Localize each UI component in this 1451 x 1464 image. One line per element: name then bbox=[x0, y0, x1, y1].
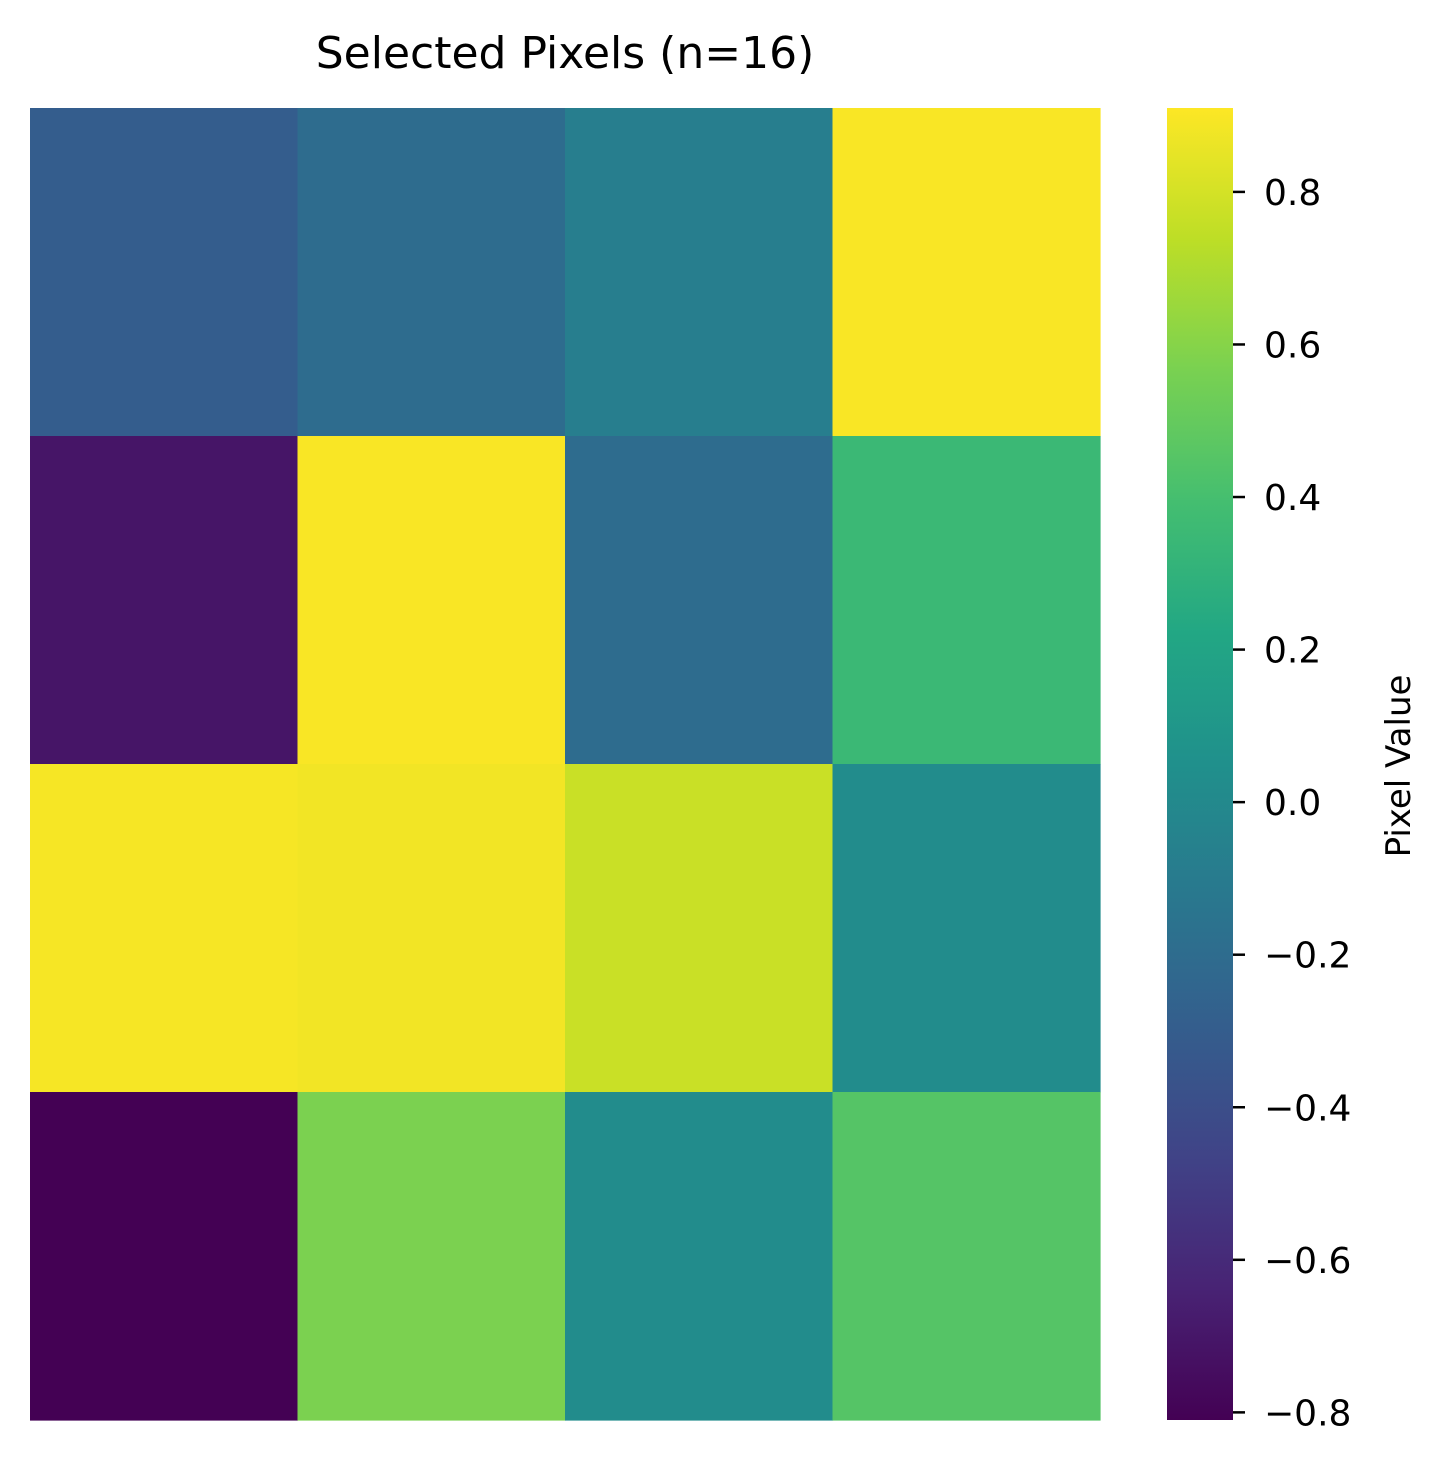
colorbar-tick-label: −0.6 bbox=[1264, 1241, 1351, 1282]
heatmap-cells bbox=[30, 108, 1101, 1421]
colorbar-tick-label: 0.4 bbox=[1264, 478, 1321, 519]
colorbar-tick-label: −0.4 bbox=[1264, 1088, 1351, 1129]
heatmap-cell-r3-c1 bbox=[297, 1092, 566, 1421]
colorbar-ticks: 0.8 0.6 0.4 0.2 0.0 −0.2 −0.4 −0.6 −0.8 bbox=[1233, 173, 1351, 1434]
colorbar-tick-label: −0.2 bbox=[1264, 936, 1351, 977]
colorbar-label: Pixel Value bbox=[1379, 675, 1419, 858]
heatmap-cell-r0-c3 bbox=[832, 108, 1101, 437]
colorbar-tick-label: 0.6 bbox=[1264, 325, 1321, 366]
heatmap-cell-r0-c0 bbox=[30, 108, 299, 437]
colorbar-tick-label: 0.2 bbox=[1264, 631, 1321, 672]
colorbar bbox=[1167, 108, 1233, 1420]
heatmap-cell-r1-c0 bbox=[30, 436, 299, 765]
colorbar-tick-label: 0.0 bbox=[1264, 783, 1321, 824]
heatmap-cell-r1-c1 bbox=[297, 436, 566, 765]
chart-title: Selected Pixels (n=16) bbox=[316, 28, 814, 79]
heatmap-cell-r0-c1 bbox=[297, 108, 566, 437]
heatmap-cell-r3-c0 bbox=[30, 1092, 299, 1421]
heatmap-cell-r3-c3 bbox=[832, 1092, 1101, 1421]
heatmap-cell-r3-c2 bbox=[565, 1092, 834, 1421]
heatmap-cell-r1-c2 bbox=[565, 436, 834, 765]
heatmap-cell-r2-c2 bbox=[565, 764, 834, 1093]
heatmap-cell-r2-c1 bbox=[297, 764, 566, 1093]
heatmap-cell-r1-c3 bbox=[832, 436, 1101, 765]
heatmap-cell-r2-c3 bbox=[832, 764, 1101, 1093]
heatmap-cell-r0-c2 bbox=[565, 108, 834, 437]
heatmap-cell-r2-c0 bbox=[30, 764, 299, 1093]
colorbar-tick-label: 0.8 bbox=[1264, 173, 1321, 214]
colorbar-tick-label: −0.8 bbox=[1264, 1393, 1351, 1434]
